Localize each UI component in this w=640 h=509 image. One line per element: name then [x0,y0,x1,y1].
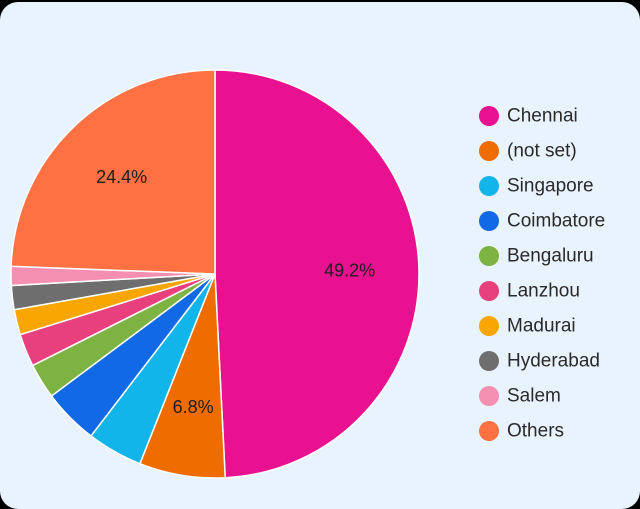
legend-label: Coimbatore [507,211,605,232]
legend-item-madurai[interactable]: Madurai [479,316,576,337]
pie-slice-others[interactable] [10,69,216,275]
legend-swatch [479,316,499,336]
legend-label: Others [507,421,564,442]
legend-swatch [479,421,499,441]
legend-item-coimbatore[interactable]: Coimbatore [479,211,605,232]
legend-label: Singapore [507,176,594,197]
pie-data-labels: 49.2% 6.8% 24.4% [96,167,375,417]
legend-item-bengaluru[interactable]: Bengaluru [479,246,594,267]
legend-item-salem[interactable]: Salem [479,386,561,407]
legend-item-chennai[interactable]: Chennai [479,106,578,127]
legend-item-not-set[interactable]: (not set) [479,141,577,162]
legend-swatch [479,351,499,371]
legend-label: Lanzhou [507,281,580,302]
data-label-others: 24.4% [96,167,147,187]
legend-item-singapore[interactable]: Singapore [479,176,594,197]
legend-label: Hyderabad [507,351,600,372]
legend-label: (not set) [507,141,577,162]
legend-swatch [479,141,499,161]
legend-swatch [479,211,499,231]
pie-slices [10,69,420,479]
legend-label: Salem [507,386,561,407]
data-label-chennai: 49.2% [324,261,375,281]
legend-swatch [479,246,499,266]
legend-swatch [479,386,499,406]
legend-item-others[interactable]: Others [479,421,564,442]
legend: Chennai (not set) Singapore Coimbatore Benga… [479,106,605,442]
legend-item-lanzhou[interactable]: Lanzhou [479,281,580,302]
legend-swatch [479,106,499,126]
legend-label: Chennai [507,106,578,127]
data-label-not-set: 6.8% [173,397,214,417]
legend-swatch [479,176,499,196]
legend-label: Bengaluru [507,246,594,267]
pie-slice-chennai[interactable] [214,69,420,479]
legend-item-hyderabad[interactable]: Hyderabad [479,351,600,372]
legend-swatch [479,281,499,301]
legend-label: Madurai [507,316,576,337]
